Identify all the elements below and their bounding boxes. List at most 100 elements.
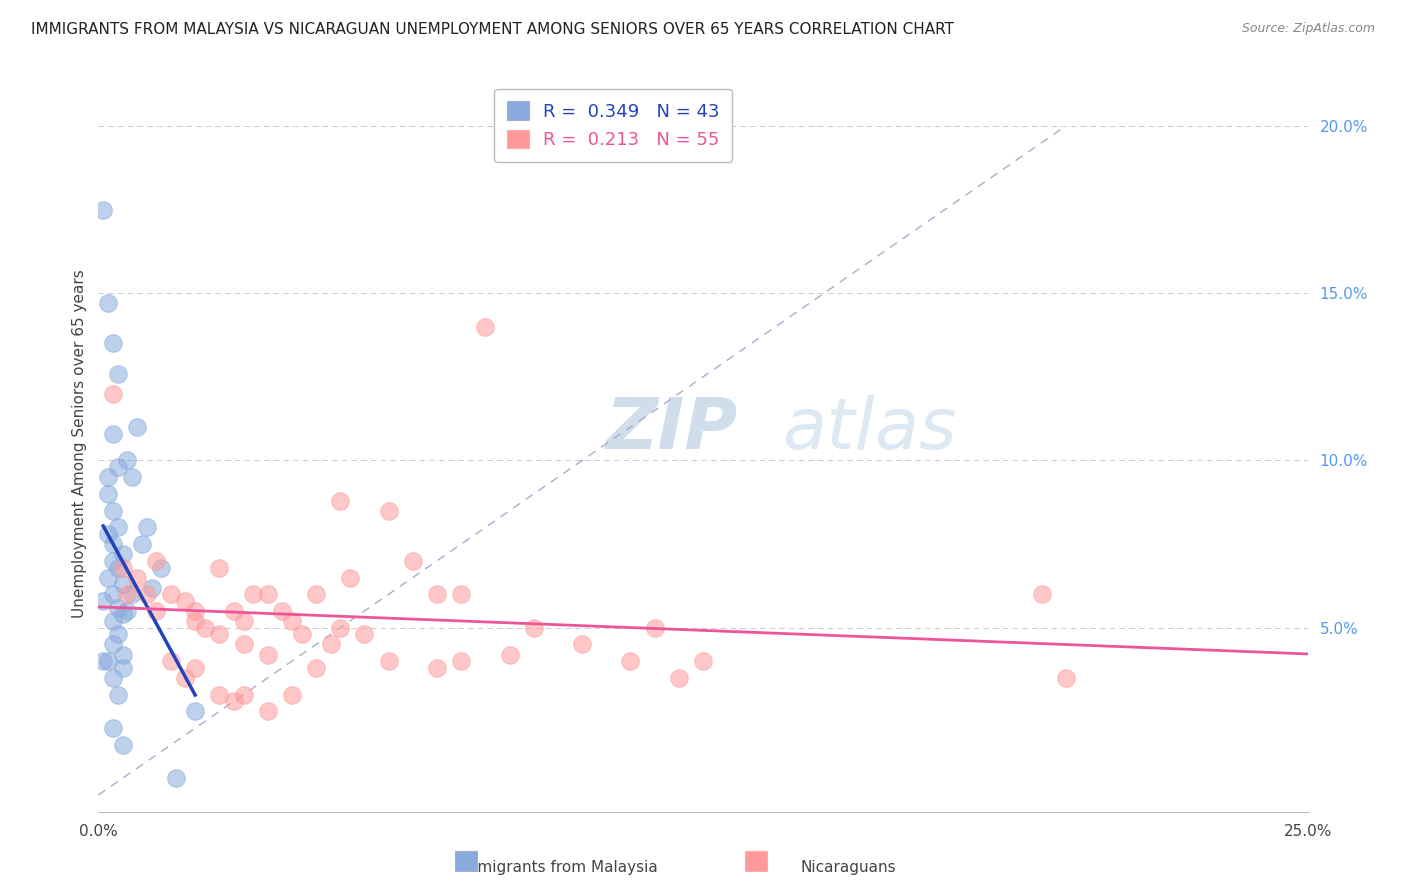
Point: [242, 587, 264, 601]
Point: [208, 688, 231, 702]
Point: [97, 571, 120, 585]
Point: [208, 627, 231, 641]
Point: [160, 587, 183, 601]
Point: [1054, 671, 1077, 685]
Point: [111, 661, 134, 675]
Point: [117, 587, 139, 601]
Point: [101, 386, 124, 401]
Point: [101, 336, 124, 351]
Point: [194, 621, 217, 635]
Point: [232, 614, 254, 628]
Point: [256, 705, 278, 719]
Point: [141, 581, 163, 595]
Point: [377, 654, 399, 668]
Point: [208, 560, 231, 574]
Point: [127, 420, 149, 434]
Point: [498, 648, 520, 662]
Y-axis label: Unemployment Among Seniors over 65 years: Unemployment Among Seniors over 65 years: [72, 269, 87, 618]
Point: [256, 587, 278, 601]
Point: [117, 604, 139, 618]
Point: [121, 587, 143, 601]
Point: [474, 319, 496, 334]
Point: [271, 604, 294, 618]
Point: [107, 520, 129, 534]
Text: Source: ZipAtlas.com: Source: ZipAtlas.com: [1241, 22, 1375, 36]
Point: [127, 571, 149, 585]
Point: [111, 607, 134, 622]
Point: [281, 688, 304, 702]
Point: [101, 554, 124, 568]
Point: [377, 503, 399, 517]
Point: [232, 688, 254, 702]
Point: [97, 654, 120, 668]
Point: [101, 614, 124, 628]
Point: [619, 654, 641, 668]
Point: [111, 648, 134, 662]
Point: [165, 771, 187, 786]
Point: [121, 470, 143, 484]
Point: [222, 694, 245, 708]
Bar: [456, 851, 477, 871]
Point: [174, 671, 197, 685]
Point: [91, 594, 114, 608]
Point: [101, 721, 124, 735]
Point: [145, 554, 167, 568]
Point: [281, 614, 304, 628]
Point: [91, 654, 114, 668]
Point: [305, 587, 328, 601]
Point: [91, 202, 114, 217]
Point: [184, 614, 207, 628]
Point: [107, 627, 129, 641]
Point: [329, 493, 352, 508]
Point: [111, 547, 134, 561]
Point: [232, 637, 254, 651]
Point: [97, 296, 120, 310]
Point: [160, 654, 183, 668]
Point: [256, 648, 278, 662]
Point: [107, 600, 129, 615]
Point: [426, 661, 449, 675]
Point: [319, 637, 342, 651]
Point: [97, 527, 120, 541]
Point: [101, 587, 124, 601]
Point: [426, 587, 449, 601]
Point: [107, 688, 129, 702]
Point: [329, 621, 352, 635]
Point: [668, 671, 690, 685]
Point: [111, 577, 134, 591]
Point: [111, 560, 134, 574]
Point: [571, 637, 593, 651]
Point: [184, 604, 207, 618]
Point: [692, 654, 714, 668]
Point: [107, 560, 129, 574]
Point: [450, 654, 472, 668]
Point: [101, 537, 124, 551]
Point: [107, 367, 129, 381]
Text: Nicaraguans: Nicaraguans: [800, 860, 896, 874]
Point: [101, 426, 124, 441]
Text: IMMIGRANTS FROM MALAYSIA VS NICARAGUAN UNEMPLOYMENT AMONG SENIORS OVER 65 YEARS : IMMIGRANTS FROM MALAYSIA VS NICARAGUAN U…: [31, 22, 953, 37]
Text: Immigrants from Malaysia: Immigrants from Malaysia: [458, 860, 658, 874]
Point: [1031, 587, 1053, 601]
Point: [101, 671, 124, 685]
Point: [222, 604, 245, 618]
Point: [117, 453, 139, 467]
Bar: [745, 851, 768, 871]
Point: [107, 460, 129, 475]
Point: [97, 470, 120, 484]
Point: [97, 487, 120, 501]
Point: [135, 587, 157, 601]
Point: [644, 621, 666, 635]
Point: [402, 554, 425, 568]
Point: [101, 503, 124, 517]
Point: [523, 621, 546, 635]
Point: [111, 738, 134, 752]
Point: [145, 604, 167, 618]
Point: [353, 627, 375, 641]
Point: [131, 537, 153, 551]
Point: [174, 594, 197, 608]
Text: atlas: atlas: [782, 394, 956, 464]
Point: [135, 520, 157, 534]
Point: [184, 661, 207, 675]
Legend: R =  0.349   N = 43, R =  0.213   N = 55: R = 0.349 N = 43, R = 0.213 N = 55: [495, 88, 733, 161]
